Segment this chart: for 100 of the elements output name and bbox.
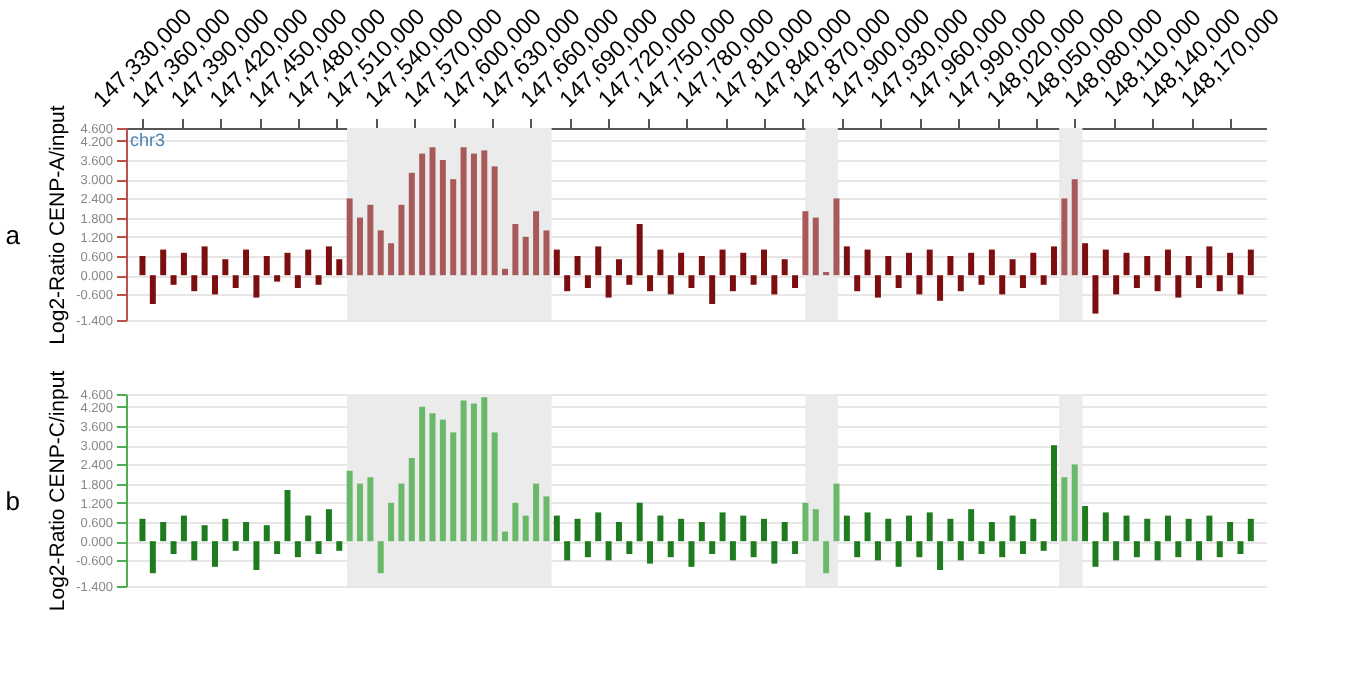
bar [698, 256, 705, 276]
bar [698, 522, 705, 542]
bar [1113, 541, 1120, 561]
bar [481, 397, 488, 542]
y-axis-title: Log2-Ratio CENP-A/input [46, 105, 71, 345]
bar [481, 150, 488, 276]
bar [160, 522, 167, 542]
bar [502, 268, 509, 276]
bar [263, 256, 270, 276]
bar [367, 204, 374, 276]
bar [1113, 275, 1120, 295]
bar [491, 432, 498, 542]
bar [564, 541, 571, 561]
bar [688, 541, 695, 567]
bar [543, 496, 550, 542]
bar [1227, 252, 1234, 276]
bar [191, 541, 198, 561]
bar [139, 256, 146, 276]
bar [905, 252, 912, 276]
bar [201, 246, 208, 276]
bar [232, 541, 239, 551]
bar [740, 515, 747, 542]
bar [595, 246, 602, 276]
bar [1061, 477, 1068, 542]
bar [802, 211, 809, 276]
bar [346, 470, 353, 542]
bar [243, 522, 250, 542]
bar [760, 249, 767, 276]
bar [1040, 275, 1047, 285]
bar [305, 515, 312, 542]
bar [294, 275, 301, 288]
bar [709, 275, 716, 304]
bar [626, 275, 633, 285]
bar [678, 252, 685, 276]
bar [988, 249, 995, 276]
bar [180, 515, 187, 542]
bar [491, 166, 498, 276]
bar [1040, 541, 1047, 551]
bar [999, 275, 1006, 295]
bar [439, 160, 446, 276]
bar [149, 275, 156, 304]
bar [470, 153, 477, 276]
bar [1123, 515, 1130, 542]
bar [1185, 256, 1192, 276]
bar [864, 512, 871, 542]
bar [1030, 252, 1037, 276]
text: a [5, 220, 22, 250]
bar [1237, 275, 1244, 295]
bar [564, 275, 571, 292]
bar [377, 541, 384, 574]
bar [470, 403, 477, 542]
bar [937, 541, 944, 570]
bar [450, 179, 457, 276]
bar [968, 509, 975, 542]
bar [357, 483, 363, 542]
bar [1164, 249, 1171, 276]
bar [771, 541, 778, 564]
bar [1082, 506, 1089, 542]
bar [284, 252, 291, 276]
bar [1009, 515, 1016, 542]
bar [885, 518, 892, 542]
bar [533, 211, 540, 276]
bar [222, 518, 229, 542]
bar [460, 400, 467, 542]
bar [1206, 515, 1213, 542]
bar [211, 275, 218, 295]
bar [978, 541, 985, 554]
bar [325, 246, 332, 276]
bar [843, 515, 850, 542]
bar [1196, 275, 1203, 288]
bar [657, 515, 664, 542]
bar [502, 531, 509, 542]
bar [315, 541, 322, 554]
bar [243, 249, 250, 276]
bar [388, 243, 395, 276]
bar [1082, 243, 1089, 276]
bar [1051, 246, 1058, 276]
bar [305, 249, 312, 276]
bar [139, 518, 146, 542]
bar [750, 275, 757, 285]
bar [1061, 198, 1068, 276]
bar [626, 541, 633, 554]
bar [916, 541, 923, 558]
bar [729, 275, 736, 292]
bar [947, 518, 954, 542]
bar [812, 217, 819, 276]
bar [512, 224, 519, 276]
bar [854, 541, 861, 558]
bar [367, 477, 374, 542]
bar [1196, 541, 1203, 561]
bar [315, 275, 322, 285]
bar [336, 259, 343, 276]
bar [1144, 256, 1151, 276]
bar [439, 419, 446, 542]
bar [947, 256, 954, 276]
bar [615, 259, 622, 276]
bar [1071, 464, 1078, 542]
bar [605, 275, 612, 298]
bar [336, 541, 343, 551]
bar [429, 147, 436, 276]
